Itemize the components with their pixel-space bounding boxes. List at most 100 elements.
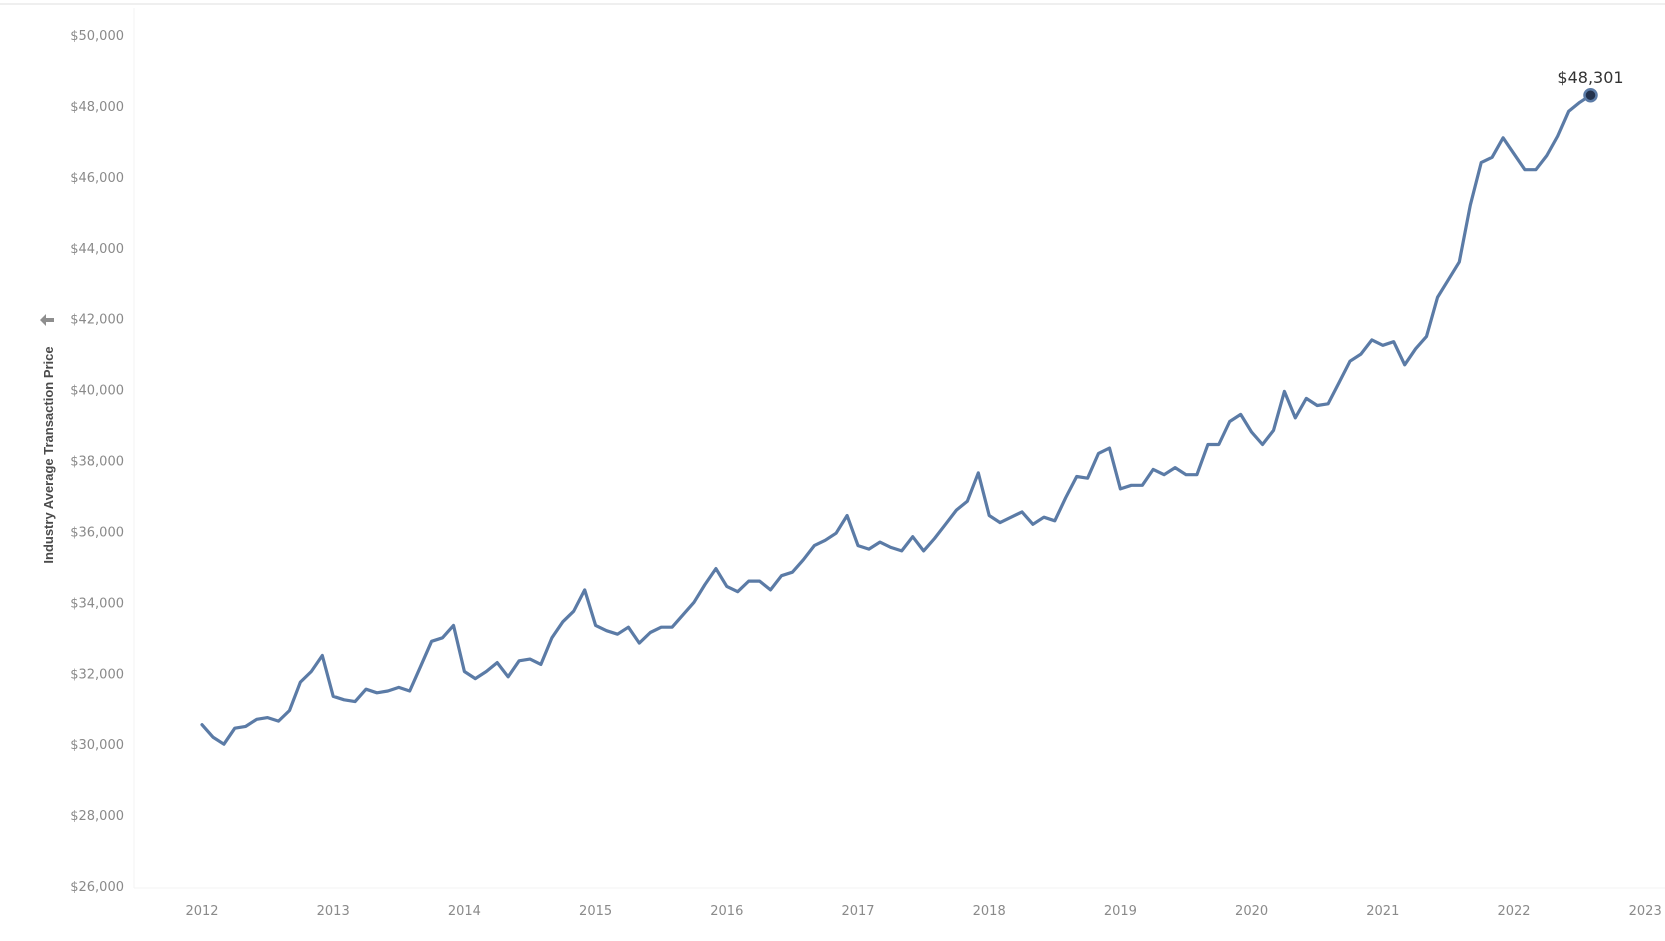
data-point[interactable] — [472, 676, 478, 682]
data-point[interactable] — [199, 722, 205, 728]
data-point[interactable] — [1424, 333, 1430, 339]
data-point[interactable] — [287, 708, 293, 714]
data-point[interactable] — [352, 699, 358, 705]
data-point[interactable] — [844, 513, 850, 519]
data-point[interactable] — [702, 582, 708, 588]
data-point[interactable] — [1435, 294, 1441, 300]
data-point[interactable] — [1489, 154, 1495, 160]
data-point[interactable] — [986, 513, 992, 519]
data-point[interactable] — [1533, 167, 1539, 173]
data-point[interactable] — [811, 543, 817, 549]
data-point[interactable] — [953, 507, 959, 513]
data-point[interactable] — [210, 734, 216, 740]
data-point[interactable] — [549, 635, 555, 641]
data-point[interactable] — [1413, 346, 1419, 352]
data-point[interactable] — [1019, 509, 1025, 515]
data-point[interactable] — [1063, 495, 1069, 501]
data-point[interactable] — [921, 548, 927, 554]
data-point[interactable] — [866, 546, 872, 552]
data-point[interactable] — [1281, 388, 1287, 394]
data-point[interactable] — [330, 693, 336, 699]
data-point[interactable] — [308, 669, 314, 675]
data-point[interactable] — [538, 661, 544, 667]
data-point[interactable] — [932, 536, 938, 542]
data-point[interactable] — [1544, 153, 1550, 159]
data-point[interactable] — [560, 619, 566, 625]
data-point[interactable] — [385, 688, 391, 694]
data-point[interactable] — [319, 653, 325, 659]
data-point[interactable] — [735, 589, 741, 595]
data-point[interactable] — [451, 622, 457, 628]
data-point[interactable] — [374, 690, 380, 696]
data-point[interactable] — [221, 741, 227, 747]
data-point[interactable] — [254, 716, 260, 722]
data-point[interactable] — [593, 622, 599, 628]
data-point[interactable] — [363, 686, 369, 692]
data-point[interactable] — [1161, 472, 1167, 478]
data-point[interactable] — [582, 587, 588, 593]
data-point[interactable] — [1085, 475, 1091, 481]
data-point[interactable] — [855, 543, 861, 549]
data-point[interactable] — [527, 656, 533, 662]
data-point[interactable] — [691, 599, 697, 605]
data-point[interactable] — [297, 679, 303, 685]
data-point[interactable] — [1008, 514, 1014, 520]
data-point[interactable] — [1172, 465, 1178, 471]
data-point[interactable] — [1139, 482, 1145, 488]
data-point[interactable] — [1511, 151, 1517, 157]
data-point[interactable] — [1577, 99, 1583, 105]
data-point[interactable] — [636, 640, 642, 646]
data-point[interactable] — [1303, 395, 1309, 401]
data-point[interactable] — [1238, 411, 1244, 417]
data-point[interactable] — [1150, 466, 1156, 472]
data-point[interactable] — [800, 557, 806, 563]
data-point[interactable] — [494, 660, 500, 666]
data-point[interactable] — [877, 539, 883, 545]
data-point[interactable] — [1249, 429, 1255, 435]
data-point[interactable] — [625, 624, 631, 630]
data-point[interactable] — [1314, 403, 1320, 409]
data-point[interactable] — [1402, 362, 1408, 368]
data-point[interactable] — [1358, 351, 1364, 357]
data-point[interactable] — [713, 566, 719, 572]
last-value-marker[interactable] — [1583, 87, 1598, 103]
data-point[interactable] — [910, 534, 916, 540]
data-point[interactable] — [997, 520, 1003, 526]
data-point[interactable] — [724, 583, 730, 589]
data-point[interactable] — [1183, 472, 1189, 478]
data-point[interactable] — [418, 663, 424, 669]
data-point[interactable] — [1260, 442, 1266, 448]
data-point[interactable] — [768, 587, 774, 593]
data-point[interactable] — [1456, 259, 1462, 265]
data-point[interactable] — [1194, 472, 1200, 478]
data-point[interactable] — [943, 521, 949, 527]
data-point[interactable] — [440, 635, 446, 641]
data-point[interactable] — [407, 688, 413, 694]
data-point[interactable] — [1052, 518, 1058, 524]
data-point[interactable] — [243, 723, 249, 729]
data-point[interactable] — [1030, 521, 1036, 527]
data-point[interactable] — [1292, 415, 1298, 421]
data-point[interactable] — [746, 578, 752, 584]
data-point[interactable] — [396, 684, 402, 690]
data-point[interactable] — [604, 628, 610, 634]
data-point[interactable] — [779, 573, 785, 579]
data-point[interactable] — [1336, 380, 1342, 386]
data-point[interactable] — [1271, 427, 1277, 433]
data-point[interactable] — [1325, 401, 1331, 407]
data-point[interactable] — [1227, 419, 1233, 425]
data-point[interactable] — [1445, 277, 1451, 283]
data-point[interactable] — [1041, 514, 1047, 520]
data-point[interactable] — [516, 658, 522, 664]
data-point[interactable] — [888, 544, 894, 550]
data-point[interactable] — [1500, 135, 1506, 141]
data-point[interactable] — [833, 530, 839, 536]
data-point[interactable] — [341, 697, 347, 703]
data-point[interactable] — [757, 578, 763, 584]
data-point[interactable] — [1467, 202, 1473, 208]
data-point[interactable] — [647, 630, 653, 636]
data-point[interactable] — [265, 715, 271, 721]
data-point[interactable] — [789, 569, 795, 575]
data-point[interactable] — [1347, 358, 1353, 364]
data-point[interactable] — [975, 470, 981, 476]
